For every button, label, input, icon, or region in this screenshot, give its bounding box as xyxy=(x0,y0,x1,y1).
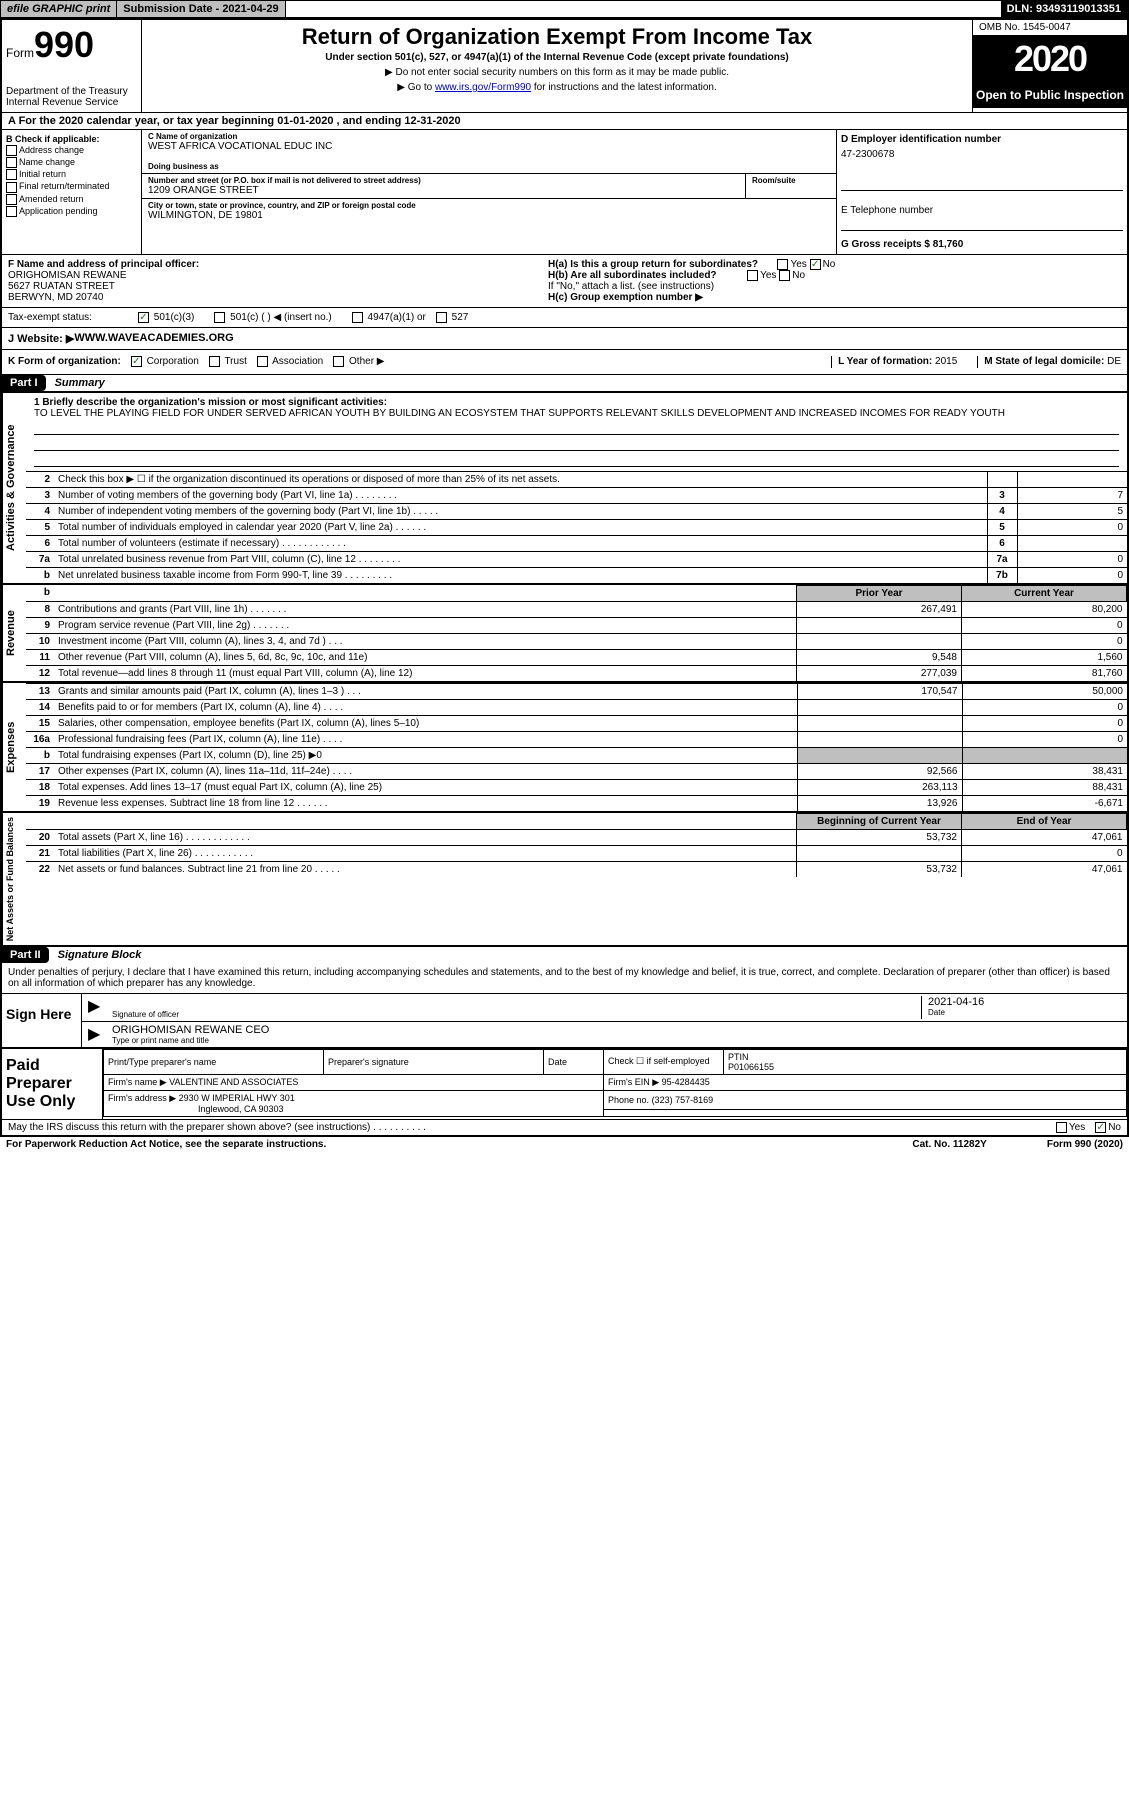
org-trust[interactable]: Trust xyxy=(209,356,247,367)
form-title: Return of Organization Exempt From Incom… xyxy=(146,24,968,50)
form-ref: Form 990 (2020) xyxy=(1047,1139,1123,1150)
dept-treasury: Department of the Treasury Internal Reve… xyxy=(6,86,137,108)
firm-addr2: Inglewood, CA 90303 xyxy=(198,1104,284,1114)
top-bar: efile GRAPHIC print Submission Date - 20… xyxy=(0,0,1129,18)
chk-name[interactable]: Name change xyxy=(6,157,137,168)
org-street: 1209 ORANGE STREET xyxy=(148,185,739,196)
year-formation: 2015 xyxy=(935,356,957,367)
sign-here-label: Sign Here xyxy=(2,994,82,1047)
tax-year: 2020 xyxy=(975,38,1125,80)
box-b: B Check if applicable: Address change Na… xyxy=(2,130,142,254)
declaration: Under penalties of perjury, I declare th… xyxy=(2,963,1127,993)
ptin: P01066155 xyxy=(728,1062,774,1072)
discuss-yes[interactable]: Yes xyxy=(1056,1122,1085,1133)
dln: DLN: 93493119013351 xyxy=(1001,1,1128,17)
firm-ein: 95-4284435 xyxy=(662,1077,710,1087)
pra-notice: For Paperwork Reduction Act Notice, see … xyxy=(6,1139,326,1150)
firm-name: VALENTINE AND ASSOCIATES xyxy=(169,1077,298,1087)
instr-goto: ▶ Go to www.irs.gov/Form990 for instruct… xyxy=(146,82,968,93)
status-4947[interactable]: 4947(a)(1) or xyxy=(352,312,426,323)
website-url[interactable]: WWW.WAVEACADEMIES.ORG xyxy=(74,332,233,345)
org-corp[interactable]: ✓ Corporation xyxy=(131,356,199,367)
sig-date: 2021-04-16 xyxy=(928,996,1121,1008)
ein: 47-2300678 xyxy=(841,149,1123,160)
firm-addr1: 2930 W IMPERIAL HWY 301 xyxy=(179,1093,295,1103)
status-501c[interactable]: 501(c) ( ) ◀ (insert no.) xyxy=(214,312,331,323)
officer-addr2: BERWYN, MD 20740 xyxy=(8,292,536,303)
part1-hdr: Part I xyxy=(2,375,46,391)
form-990: Form990 Department of the Treasury Inter… xyxy=(0,18,1129,1137)
firm-phone: (323) 757-8169 xyxy=(652,1095,714,1105)
side-governance: Activities & Governance xyxy=(2,393,26,583)
irs-link[interactable]: www.irs.gov/Form990 xyxy=(435,82,531,93)
form-subtitle: Under section 501(c), 527, or 4947(a)(1)… xyxy=(146,52,968,63)
open-public: Open to Public Inspection xyxy=(973,82,1127,108)
efile-label[interactable]: efile GRAPHIC print xyxy=(1,1,117,17)
side-expenses: Expenses xyxy=(2,683,26,811)
org-city: WILMINGTON, DE 19801 xyxy=(148,210,830,221)
chk-final[interactable]: Final return/terminated xyxy=(6,181,137,192)
org-other[interactable]: Other ▶ xyxy=(333,356,384,367)
org-assoc[interactable]: Association xyxy=(257,356,323,367)
mission-text: TO LEVEL THE PLAYING FIELD FOR UNDER SER… xyxy=(34,408,1119,419)
instr-ssn: ▶ Do not enter social security numbers o… xyxy=(146,67,968,78)
revenue-table: bPrior YearCurrent Year 8Contributions a… xyxy=(26,585,1127,681)
chk-initial[interactable]: Initial return xyxy=(6,169,137,180)
sig-name: ORIGHOMISAN REWANE CEO xyxy=(112,1024,1121,1036)
preparer-table: Print/Type preparer's name Preparer's si… xyxy=(103,1049,1127,1117)
status-527[interactable]: 527 xyxy=(436,312,468,323)
netassets-table: Beginning of Current YearEnd of Year 20T… xyxy=(26,813,1127,877)
paid-preparer-label: Paid Preparer Use Only xyxy=(2,1049,102,1119)
cat-no: Cat. No. 11282Y xyxy=(912,1139,986,1150)
form-number: 990 xyxy=(34,24,94,65)
irs-discuss: May the IRS discuss this return with the… xyxy=(8,1122,426,1133)
chk-amended[interactable]: Amended return xyxy=(6,194,137,205)
chk-pending[interactable]: Application pending xyxy=(6,206,137,217)
side-revenue: Revenue xyxy=(2,585,26,681)
part2-hdr: Part II xyxy=(2,947,49,963)
discuss-no[interactable]: ✓No xyxy=(1095,1122,1121,1133)
governance-table: 2Check this box ▶ ☐ if the organization … xyxy=(26,471,1127,583)
gross-receipts: G Gross receipts $ 81,760 xyxy=(841,239,963,250)
org-name: WEST AFRICA VOCATIONAL EDUC INC xyxy=(148,141,830,152)
form-word: Form xyxy=(6,46,34,60)
officer-name: ORIGHOMISAN REWANE xyxy=(8,270,536,281)
chk-address[interactable]: Address change xyxy=(6,145,137,156)
omb-number: OMB No. 1545-0047 xyxy=(973,20,1127,36)
state-domicile: DE xyxy=(1107,356,1121,367)
officer-addr1: 5627 RUATAN STREET xyxy=(8,281,536,292)
side-netassets: Net Assets or Fund Balances xyxy=(2,813,26,945)
line-a: A For the 2020 calendar year, or tax yea… xyxy=(2,113,1127,130)
submission-date: Submission Date - 2021-04-29 xyxy=(117,1,285,17)
expenses-table: 13Grants and similar amounts paid (Part … xyxy=(26,683,1127,811)
status-501c3[interactable]: ✓ 501(c)(3) xyxy=(138,312,194,323)
